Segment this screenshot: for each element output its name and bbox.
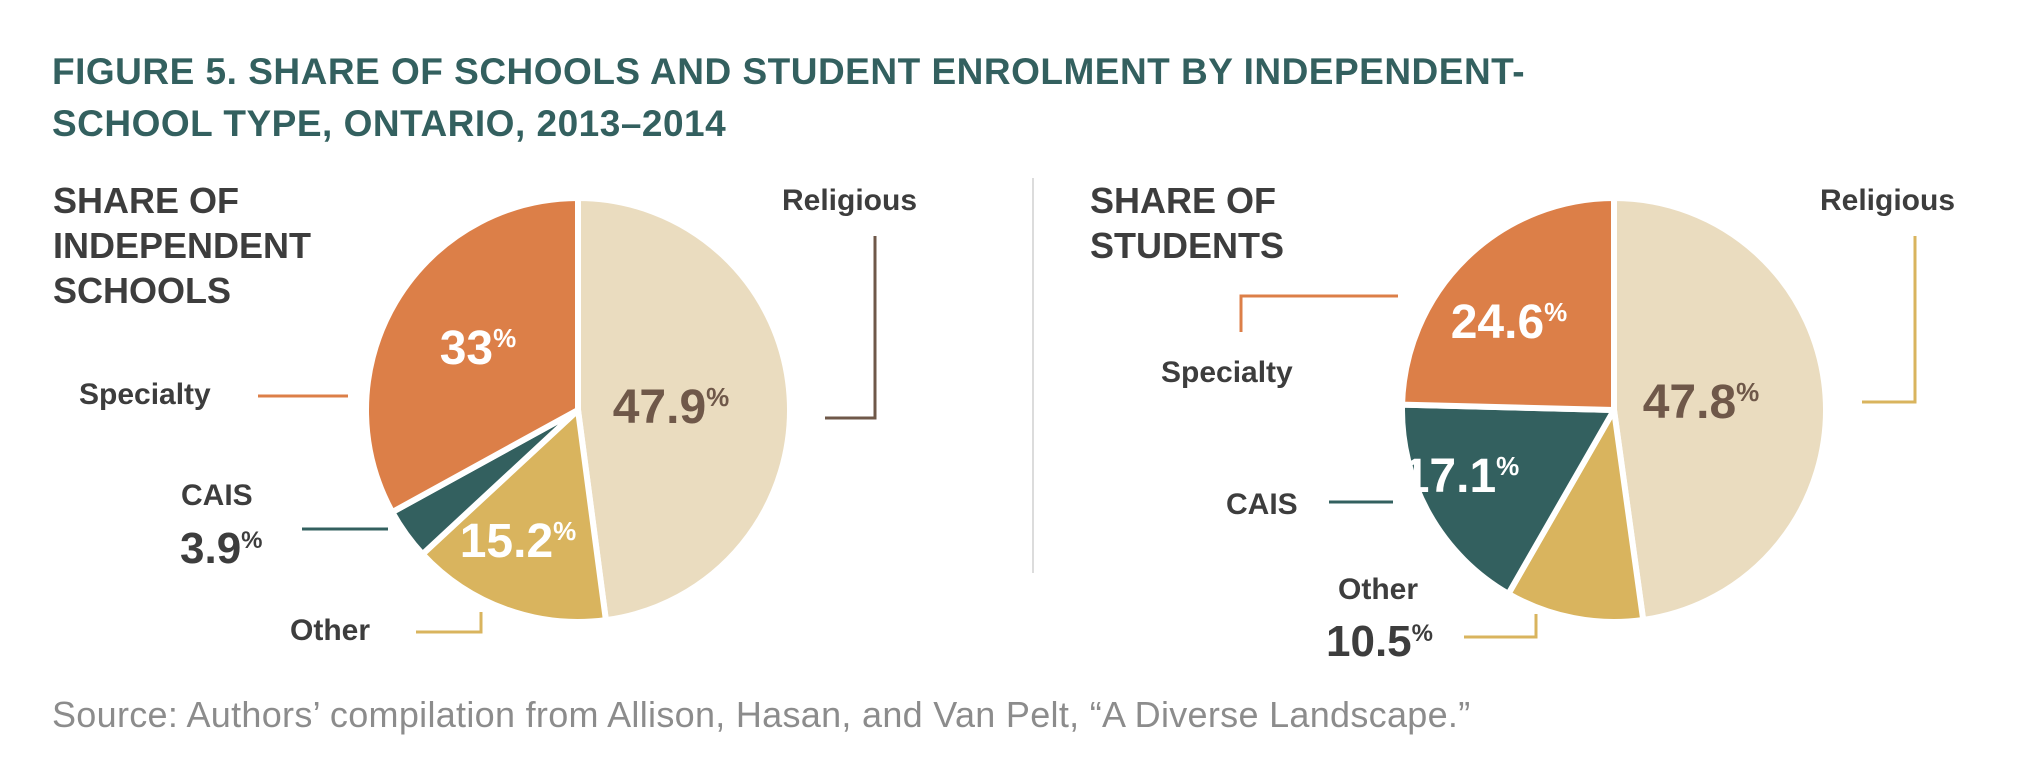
leader-line-religious: [825, 236, 877, 420]
slice-label-other: Other: [1338, 573, 1418, 606]
value-label-cais-number: 3.9: [180, 524, 241, 573]
value-label-cais-unit: %: [1496, 451, 1519, 481]
left-panel-title-line-1: SHARE OF: [53, 180, 240, 221]
value-label-specialty-number: 24.6: [1451, 296, 1544, 349]
left-panel-title-line-2: INDEPENDENT: [53, 225, 312, 266]
value-label-other: 10.5%: [1326, 617, 1433, 666]
leader-line-religious: [1862, 236, 1917, 404]
value-label-specialty: 24.6%: [1451, 296, 1568, 349]
slice-label-religious: Religious: [782, 184, 917, 217]
pie-chart-2: [1399, 195, 1829, 625]
slice-label-cais: CAIS: [181, 479, 253, 512]
value-label-other: 15.2%: [460, 515, 577, 568]
figure-title-line-2: SCHOOL TYPE, ONTARIO, 2013–2014: [52, 103, 727, 144]
value-label-other-unit: %: [1412, 620, 1433, 647]
value-label-religious: 47.8%: [1643, 376, 1760, 429]
value-label-cais: 17.1%: [1403, 450, 1520, 503]
value-label-cais: 3.9%: [180, 524, 263, 573]
slice-label-specialty: Specialty: [79, 378, 211, 411]
value-label-other-unit: %: [553, 516, 576, 546]
value-label-religious-number: 47.9: [613, 381, 706, 434]
figure-title: FIGURE 5. SHARE OF SCHOOLS AND STUDENT E…: [52, 46, 1952, 150]
figure-title-line-1: FIGURE 5. SHARE OF SCHOOLS AND STUDENT E…: [52, 51, 1526, 92]
pie-slice-other: [419, 407, 609, 625]
source-note: Source: Authors’ compilation from Alliso…: [52, 694, 1471, 735]
value-label-religious-number: 47.8: [1643, 376, 1736, 429]
value-label-cais-unit: %: [241, 527, 262, 554]
left-panel-title: SHARE OF INDEPENDENT SCHOOLS: [53, 178, 311, 313]
value-label-religious-unit: %: [1736, 377, 1759, 407]
pie-slice-cais: [1399, 401, 1617, 597]
pie-slice-specialty: [1399, 195, 1617, 413]
pie-slice-other: [1505, 407, 1647, 625]
value-label-cais-number: 17.1: [1403, 450, 1496, 503]
leader-line-specialty: [1239, 294, 1398, 332]
left-panel-title-line-3: SCHOOLS: [53, 270, 232, 311]
slice-label-specialty: Specialty: [1161, 356, 1293, 389]
value-label-other-number: 10.5: [1326, 617, 1412, 666]
value-label-other-number: 15.2: [460, 515, 553, 568]
slice-label-cais: CAIS: [1226, 488, 1298, 521]
right-panel-title-line-1: SHARE OF: [1090, 180, 1277, 221]
leader-line-other: [416, 612, 483, 634]
slice-label-other: Other: [290, 614, 370, 647]
panel-divider: [1032, 178, 1034, 573]
value-label-specialty: 33%: [440, 322, 517, 375]
right-panel-title-line-2: STUDENTS: [1090, 225, 1285, 266]
pie-chart-1: [363, 195, 793, 625]
pie-slice-religious: [575, 195, 793, 624]
leader-line-other: [1464, 614, 1538, 639]
value-label-religious-unit: %: [706, 382, 729, 412]
value-label-specialty-unit: %: [493, 323, 516, 353]
pie-slice-specialty: [363, 195, 581, 516]
value-label-specialty-number: 33: [440, 322, 493, 375]
slice-label-religious: Religious: [1820, 184, 1955, 217]
value-label-specialty-unit: %: [1544, 297, 1567, 327]
right-panel-title: SHARE OF STUDENTS: [1090, 178, 1284, 268]
pie-slice-religious: [1611, 195, 1829, 623]
value-label-religious: 47.9%: [613, 381, 730, 434]
